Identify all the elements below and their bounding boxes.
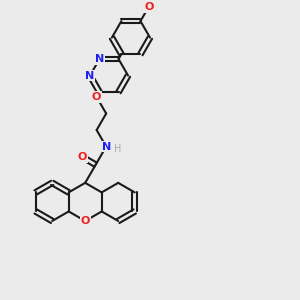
- Text: N: N: [95, 54, 104, 64]
- Text: N: N: [85, 70, 94, 81]
- Text: O: O: [92, 92, 101, 102]
- Text: H: H: [114, 144, 121, 154]
- Text: N: N: [103, 142, 112, 152]
- Text: O: O: [78, 152, 87, 162]
- Text: O: O: [144, 2, 154, 12]
- Text: O: O: [80, 216, 90, 226]
